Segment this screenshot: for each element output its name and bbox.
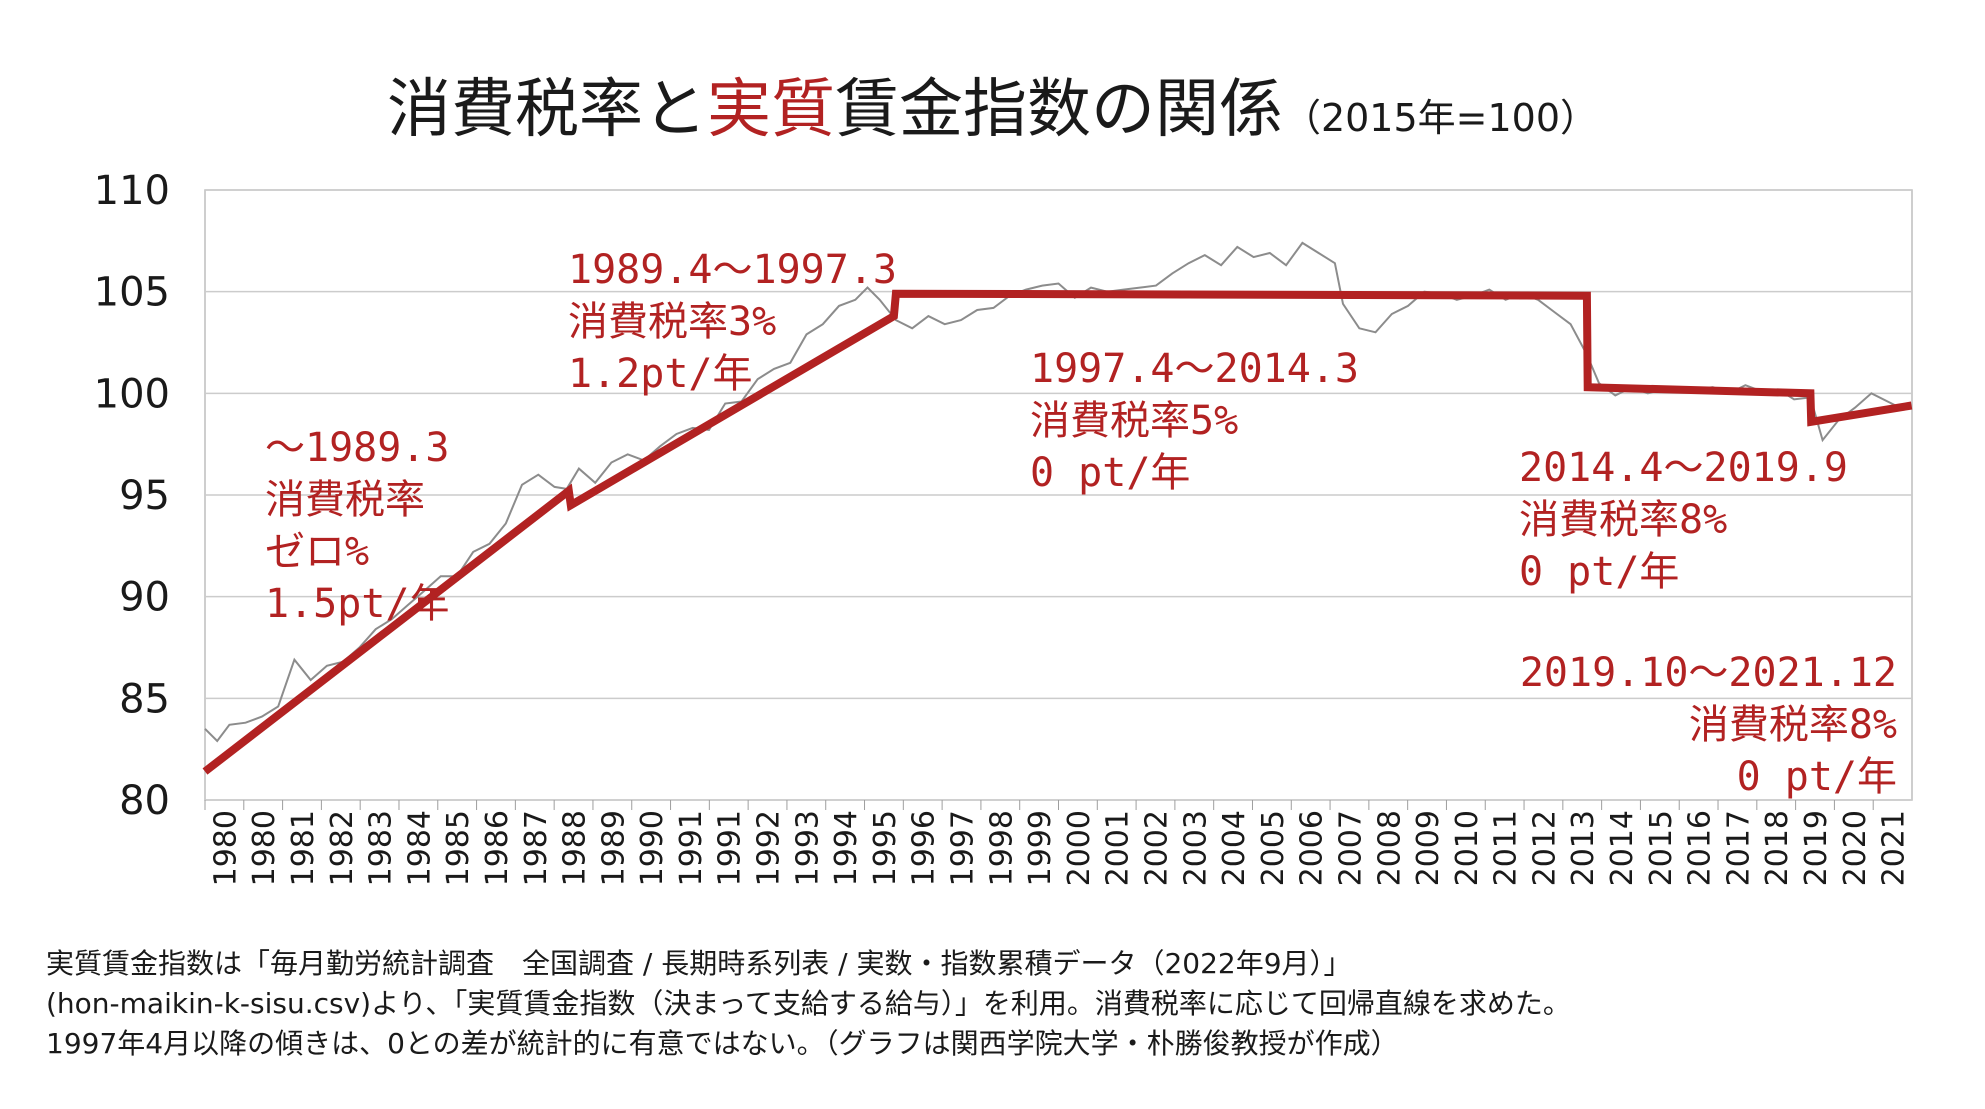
x-tick-label: 1980: [208, 810, 243, 886]
footnote-line: 1997年4月以降の傾きは、0との差が統計的に有意ではない。（グラフは関西学院大…: [46, 1027, 1399, 1060]
annotation-line: 1.5pt/年: [265, 581, 450, 627]
x-tick-label: 1999: [1023, 810, 1058, 886]
x-tick-label: 2005: [1256, 810, 1291, 886]
x-tick-label: 1984: [402, 810, 437, 886]
x-tick-label: 1986: [480, 810, 515, 886]
x-tick-label: 2008: [1372, 810, 1407, 886]
y-tick-label: 95: [119, 473, 170, 519]
annotation-line: 消費税率8%: [1519, 497, 1728, 543]
annotation-line: 2019.10〜2021.12: [1519, 650, 1897, 696]
title-part-3: 賃金指数の関係: [834, 73, 1283, 147]
annotation-period-3: 1997.4〜2014.3 消費税率5% 0 pt/年: [1030, 343, 1359, 499]
x-tick-label: 1982: [325, 810, 360, 886]
y-tick-label: 85: [119, 676, 170, 722]
x-tick-label: 2007: [1333, 810, 1368, 886]
x-tick-label: 1981: [286, 810, 321, 886]
x-tick-label: 2011: [1489, 810, 1524, 886]
annotation-line: 1989.4〜1997.3: [568, 247, 897, 293]
title-part-2: 実質: [706, 73, 835, 147]
annotation-period-1: 〜1989.3 消費税率 ゼロ% 1.5pt/年: [265, 422, 450, 630]
annotation-line: 消費税率: [265, 477, 425, 523]
footnote-line: 実質賃金指数は「毎月勤労統計調査 全国調査 / 長期時系列表 / 実数・指数累積…: [46, 947, 1352, 980]
x-tick-label: 2003: [1178, 810, 1213, 886]
annotation-line: 2014.4〜2019.9: [1519, 445, 1848, 491]
annotation-line: 消費税率8%: [1688, 702, 1897, 748]
title-part-1: 消費税率と: [386, 73, 707, 147]
x-tick-label: 2004: [1217, 810, 1252, 886]
x-tick-label: 2002: [1139, 810, 1174, 886]
annotation-period-5: 2019.10〜2021.12 消費税率8% 0 pt/年: [1520, 647, 1897, 803]
y-tick-label: 100: [94, 371, 170, 417]
x-tick-label: 1992: [752, 810, 787, 886]
x-tick-label: 2010: [1450, 810, 1485, 886]
x-tick-label: 2015: [1644, 810, 1679, 886]
x-tick-label: 1980: [247, 810, 282, 886]
annotation-line: 消費税率3%: [568, 299, 777, 345]
x-tick-label: 1991: [674, 810, 709, 886]
x-tick-label: 2016: [1683, 810, 1718, 886]
x-tick-label: 2019: [1799, 810, 1834, 886]
x-tick-label: 1994: [829, 810, 864, 886]
x-tick-label: 1995: [868, 810, 903, 886]
x-tick-label: 1991: [713, 810, 748, 886]
regression-line: [202, 289, 1913, 775]
chart-title: 消費税率と実質賃金指数の関係（2015年=100）: [0, 58, 1985, 150]
x-tick-label: 2012: [1527, 810, 1562, 886]
x-tick-label: 2021: [1877, 810, 1912, 886]
annotation-line: 消費税率5%: [1030, 398, 1239, 444]
y-tick-label: 80: [119, 778, 170, 824]
x-tick-label: 2020: [1838, 810, 1873, 886]
y-tick-label: 90: [119, 575, 170, 621]
annotation-line: 1.2pt/年: [568, 351, 753, 397]
annotation-line: 1997.4〜2014.3: [1030, 346, 1359, 392]
x-tick-label: 1988: [558, 810, 593, 886]
x-tick-label: 2001: [1101, 810, 1136, 886]
annotation-line: ゼロ%: [265, 529, 370, 575]
x-tick-label: 1996: [907, 810, 942, 886]
x-tick-label: 1993: [790, 810, 825, 886]
x-tick-label: 1983: [364, 810, 399, 886]
annotation-line: 0 pt/年: [1519, 549, 1680, 595]
x-tick-label: 1997: [946, 810, 981, 886]
x-tick-label: 1987: [519, 810, 554, 886]
source-footnote: 実質賃金指数は「毎月勤労統計調査 全国調査 / 長期時系列表 / 実数・指数累積…: [46, 944, 1571, 1064]
annotation-period-2: 1989.4〜1997.3 消費税率3% 1.2pt/年: [568, 244, 897, 400]
x-tick-label: 1985: [441, 810, 476, 886]
y-tick-label: 105: [94, 270, 170, 316]
x-tick-label: 2017: [1721, 810, 1756, 886]
annotation-line: 0 pt/年: [1736, 754, 1897, 800]
annotation-period-4: 2014.4〜2019.9 消費税率8% 0 pt/年: [1519, 442, 1848, 598]
annotation-line: 〜1989.3: [265, 425, 450, 471]
x-tick-label: 2006: [1295, 810, 1330, 886]
annotation-line: 0 pt/年: [1030, 450, 1191, 496]
x-tick-label: 1989: [596, 810, 631, 886]
title-part-4: （2015年=100）: [1282, 96, 1599, 140]
x-tick-label: 2014: [1605, 810, 1640, 886]
x-tick-label: 2000: [1062, 810, 1097, 886]
x-tick-label: 2009: [1411, 810, 1446, 886]
y-tick-label: 110: [94, 168, 170, 214]
footnote-line: (hon-maikin-k-sisu.csv)より、「実質賃金指数（決まって支給…: [46, 987, 1571, 1020]
x-tick-label: 1990: [635, 810, 670, 886]
x-tick-label: 2013: [1566, 810, 1601, 886]
x-tick-label: 2018: [1760, 810, 1795, 886]
x-tick-label: 1998: [984, 810, 1019, 886]
